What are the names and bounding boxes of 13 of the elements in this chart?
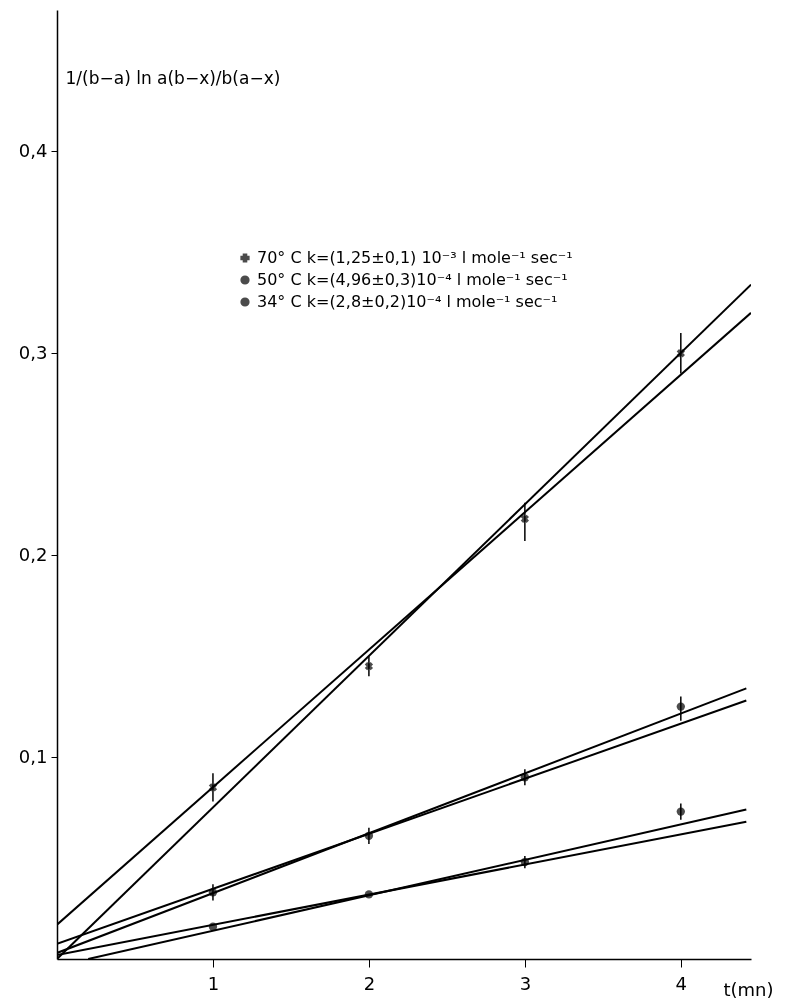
- x-axis-title: t(mn): [723, 978, 774, 1000]
- x-tick-label: 3: [519, 972, 532, 994]
- legend-label: 50° C k=(4,96±0,3)10⁻⁴ l mole⁻¹ sec⁻¹: [257, 270, 568, 289]
- x-tick-label: 1: [207, 972, 220, 994]
- legend-label: 70° C k=(1,25±0,1) 10⁻³ l mole⁻¹ sec⁻¹: [257, 248, 573, 267]
- x-tick-label: 4: [675, 972, 688, 994]
- y-tick-label: 0,3: [18, 341, 48, 363]
- y-axis-title: 1/(b−a) ln a(b−x)/b(a−x): [65, 67, 281, 88]
- y-tick-label: 0,2: [18, 543, 48, 565]
- y-tick-label: 0,1: [18, 745, 48, 767]
- legend-label: 34° C k=(2,8±0,2)10⁻⁴ l mole⁻¹ sec⁻¹: [257, 292, 558, 311]
- y-tick-label: 0,4: [18, 139, 48, 161]
- x-tick-label: 2: [363, 972, 376, 994]
